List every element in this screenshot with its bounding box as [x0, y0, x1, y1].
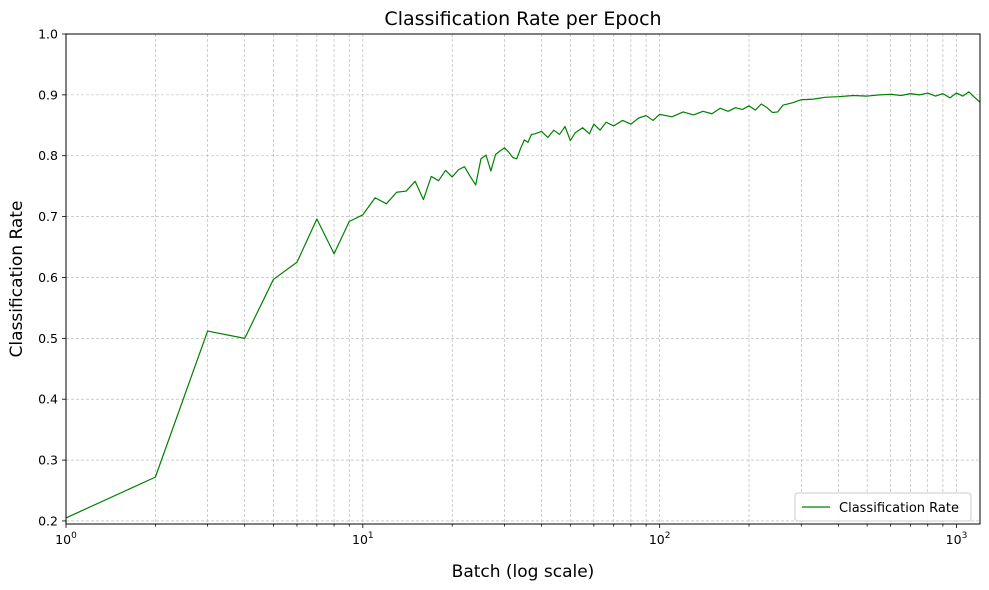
y-tick-label: 0.8	[38, 148, 58, 163]
y-tick-label: 0.3	[38, 453, 58, 468]
y-tick-label: 0.4	[38, 392, 58, 407]
series-line	[65, 91, 981, 519]
x-axis-label: Batch (log scale)	[452, 562, 595, 582]
legend-label: Classification Rate	[839, 501, 959, 516]
x-tick-exponent: 0	[71, 531, 77, 541]
x-tick-exponent: 1	[368, 531, 374, 541]
y-tick-label: 0.5	[38, 331, 58, 346]
x-tick-exponent: 3	[962, 531, 968, 541]
y-tick-label: 0.2	[38, 513, 58, 528]
y-tick-label: 0.7	[38, 209, 58, 224]
y-tick-label: 0.6	[38, 270, 58, 285]
series-layer	[65, 91, 981, 519]
plot-frame	[65, 33, 981, 525]
legend-box	[794, 492, 972, 522]
y-axis-label: Classification Rate	[7, 201, 27, 358]
y-tick-label: 0.9	[38, 87, 58, 102]
y-tick-label: 1.0	[38, 27, 58, 42]
x-tick-exponent: 2	[665, 531, 671, 541]
chart-title: Classification Rate per Epoch	[384, 8, 661, 30]
legend: Classification Rate	[794, 492, 972, 522]
